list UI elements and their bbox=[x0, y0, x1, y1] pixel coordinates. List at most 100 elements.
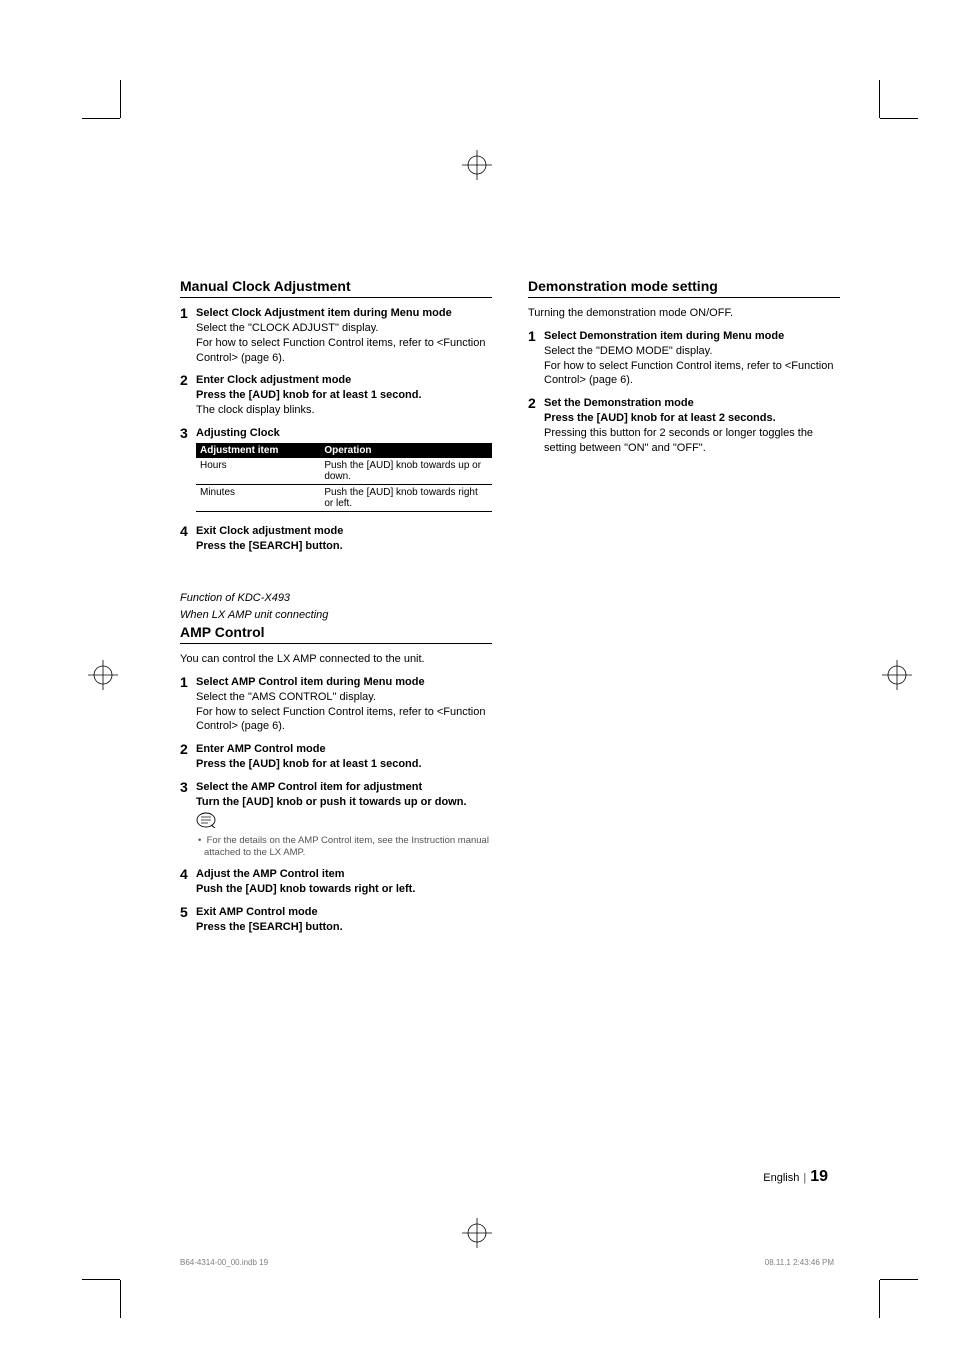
note-content: For the details on the AMP Control item,… bbox=[204, 835, 489, 858]
crop-mark bbox=[82, 1279, 120, 1280]
crop-mark bbox=[879, 1280, 880, 1318]
section-title: Demonstration mode setting bbox=[528, 278, 840, 298]
table-row: Hours Push the [AUD] knob towards up or … bbox=[196, 458, 492, 485]
content-area: Manual Clock Adjustment 1 Select Clock A… bbox=[180, 278, 840, 943]
table-cell: Minutes bbox=[196, 484, 320, 511]
page-footer: English | 19 bbox=[763, 1168, 828, 1186]
section-title: AMP Control bbox=[180, 624, 492, 644]
step-body: Enter Clock adjustment mode Press the [A… bbox=[196, 373, 492, 418]
step: 1 Select Demonstration item during Menu … bbox=[528, 329, 840, 388]
step-number: 2 bbox=[528, 396, 544, 455]
step-title: Enter Clock adjustment mode bbox=[196, 373, 492, 388]
step-body: Exit Clock adjustment mode Press the [SE… bbox=[196, 524, 492, 554]
step: 5 Exit AMP Control mode Press the [SEARC… bbox=[180, 905, 492, 935]
step: 1 Select AMP Control item during Menu mo… bbox=[180, 675, 492, 734]
step-number: 3 bbox=[180, 426, 196, 512]
crop-mark bbox=[120, 1280, 121, 1318]
left-column: Manual Clock Adjustment 1 Select Clock A… bbox=[180, 278, 492, 943]
step-title: Select AMP Control item during Menu mode bbox=[196, 675, 492, 690]
intro-text: You can control the LX AMP connected to … bbox=[180, 652, 492, 667]
step-body: Select AMP Control item during Menu mode… bbox=[196, 675, 492, 734]
step-title: Adjust the AMP Control item bbox=[196, 867, 492, 882]
registration-mark-icon bbox=[462, 150, 492, 180]
step: 4 Exit Clock adjustment mode Press the [… bbox=[180, 524, 492, 554]
crop-mark bbox=[82, 118, 120, 119]
step: 2 Set the Demonstration mode Press the [… bbox=[528, 396, 840, 455]
table-cell: Hours bbox=[196, 458, 320, 485]
step-body: Exit AMP Control mode Press the [SEARCH]… bbox=[196, 905, 492, 935]
step-number: 5 bbox=[180, 905, 196, 935]
step-text: Select the "AMS CONTROL" display. bbox=[196, 690, 492, 705]
note-icon bbox=[196, 812, 216, 833]
step-title: Select the AMP Control item for adjustme… bbox=[196, 780, 492, 795]
step-instruction: Turn the [AUD] knob or push it towards u… bbox=[196, 795, 492, 810]
step-instruction: Press the [AUD] knob for at least 1 seco… bbox=[196, 757, 492, 772]
step-text: For how to select Function Control items… bbox=[196, 336, 492, 366]
step-title: Adjusting Clock bbox=[196, 426, 492, 441]
crop-mark bbox=[880, 1279, 918, 1280]
step-title: Select Clock Adjustment item during Menu… bbox=[196, 306, 492, 321]
registration-mark-icon bbox=[882, 660, 912, 690]
context-text: Function of KDC-X493 bbox=[180, 591, 492, 605]
step-number: 2 bbox=[180, 742, 196, 772]
note-text: • For the details on the AMP Control ite… bbox=[196, 835, 492, 860]
adjustment-table: Adjustment item Operation Hours Push the… bbox=[196, 443, 492, 512]
intro-text: Turning the demonstration mode ON/OFF. bbox=[528, 306, 840, 321]
step-body: Adjust the AMP Control item Push the [AU… bbox=[196, 867, 492, 897]
step-body: Select Clock Adjustment item during Menu… bbox=[196, 306, 492, 365]
step-text: The clock display blinks. bbox=[196, 403, 492, 418]
step-title: Exit AMP Control mode bbox=[196, 905, 492, 920]
table-header: Adjustment item bbox=[196, 443, 320, 458]
step-instruction: Press the [SEARCH] button. bbox=[196, 539, 492, 554]
step-number: 3 bbox=[180, 780, 196, 859]
step: 2 Enter Clock adjustment mode Press the … bbox=[180, 373, 492, 418]
crop-mark bbox=[879, 80, 880, 118]
table-header: Operation bbox=[320, 443, 492, 458]
step-text: Pressing this button for 2 seconds or lo… bbox=[544, 426, 840, 456]
step-instruction: Press the [SEARCH] button. bbox=[196, 920, 492, 935]
step-number: 1 bbox=[180, 675, 196, 734]
print-footer: B64-4314-00_00.indb 19 08.11.1 2:43:46 P… bbox=[180, 1258, 834, 1267]
page: Manual Clock Adjustment 1 Select Clock A… bbox=[0, 0, 954, 1350]
step-text: For how to select Function Control items… bbox=[544, 359, 840, 389]
step-title: Select Demonstration item during Menu mo… bbox=[544, 329, 840, 344]
step-body: Adjusting Clock Adjustment item Operatio… bbox=[196, 426, 492, 512]
step: 2 Enter AMP Control mode Press the [AUD]… bbox=[180, 742, 492, 772]
step: 1 Select Clock Adjustment item during Me… bbox=[180, 306, 492, 365]
step: 3 Adjusting Clock Adjustment item Operat… bbox=[180, 426, 492, 512]
print-file-info: B64-4314-00_00.indb 19 bbox=[180, 1258, 268, 1267]
step-title: Exit Clock adjustment mode bbox=[196, 524, 492, 539]
table-header-row: Adjustment item Operation bbox=[196, 443, 492, 458]
step-instruction: Push the [AUD] knob towards right or lef… bbox=[196, 882, 492, 897]
crop-mark bbox=[880, 118, 918, 119]
table-row: Minutes Push the [AUD] knob towards righ… bbox=[196, 484, 492, 511]
step-body: Select Demonstration item during Menu mo… bbox=[544, 329, 840, 388]
step-body: Set the Demonstration mode Press the [AU… bbox=[544, 396, 840, 455]
separator: | bbox=[803, 1172, 806, 1184]
step-number: 2 bbox=[180, 373, 196, 418]
step-text: For how to select Function Control items… bbox=[196, 705, 492, 735]
step-body: Enter AMP Control mode Press the [AUD] k… bbox=[196, 742, 492, 772]
table-cell: Push the [AUD] knob towards right or lef… bbox=[320, 484, 492, 511]
page-number: 19 bbox=[810, 1168, 828, 1185]
step-text: Select the "CLOCK ADJUST" display. bbox=[196, 321, 492, 336]
step-instruction: Press the [AUD] knob for at least 1 seco… bbox=[196, 388, 492, 403]
step-number: 4 bbox=[180, 524, 196, 554]
right-column: Demonstration mode setting Turning the d… bbox=[528, 278, 840, 943]
step-instruction: Press the [AUD] knob for at least 2 seco… bbox=[544, 411, 840, 426]
registration-mark-icon bbox=[88, 660, 118, 690]
registration-mark-icon bbox=[462, 1218, 492, 1248]
step-text: Select the "DEMO MODE" display. bbox=[544, 344, 840, 359]
table-cell: Push the [AUD] knob towards up or down. bbox=[320, 458, 492, 485]
print-timestamp: 08.11.1 2:43:46 PM bbox=[765, 1258, 834, 1267]
step: 4 Adjust the AMP Control item Push the [… bbox=[180, 867, 492, 897]
step-number: 1 bbox=[528, 329, 544, 388]
step-title: Set the Demonstration mode bbox=[544, 396, 840, 411]
step-number: 1 bbox=[180, 306, 196, 365]
crop-mark bbox=[120, 80, 121, 118]
step: 3 Select the AMP Control item for adjust… bbox=[180, 780, 492, 859]
step-title: Enter AMP Control mode bbox=[196, 742, 492, 757]
language-label: English bbox=[763, 1172, 799, 1184]
context-text: When LX AMP unit connecting bbox=[180, 608, 492, 622]
section-title: Manual Clock Adjustment bbox=[180, 278, 492, 298]
